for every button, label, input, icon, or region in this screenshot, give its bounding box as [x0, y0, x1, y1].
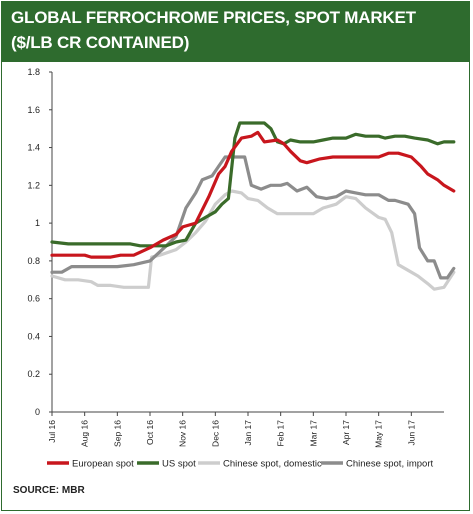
x-tick-label: Dec 16	[210, 420, 220, 447]
y-tick-label: 1.2	[27, 180, 40, 190]
legend-label: Chinese spot, domestic	[223, 459, 322, 470]
series-line-chinese-spot-domestic	[50, 189, 456, 291]
legend-label: Chinese spot, import	[346, 459, 433, 470]
series-line-european-spot	[50, 130, 456, 259]
x-tick-label: Mar 17	[308, 420, 318, 447]
y-tick-label: 1	[35, 218, 40, 228]
x-tick-label: Oct 16	[145, 420, 155, 445]
x-tick-label: Jun 17	[406, 420, 416, 446]
x-tick-label: Apr 17	[341, 420, 351, 445]
x-tick-label: May 17	[374, 420, 384, 448]
y-tick-label: 0	[35, 407, 40, 417]
chart-subtitle: ($/LB CR CONTAINED)	[11, 33, 190, 52]
x-axis: Jul 16 Aug 16 Sep 16 Oct 16 Nov 16 Dec 16 Jan …	[47, 411, 444, 448]
series-line-chinese-spot-import	[50, 155, 456, 280]
y-tick-label: 0.8	[27, 256, 40, 266]
y-tick-label: 1.8	[27, 67, 40, 77]
source-note: SOURCE: MBR	[13, 485, 85, 496]
y-axis: 0 0.2 0.4 0.6 0.8 1 1.2 1.4 1.6 1.8	[27, 67, 53, 417]
price-chart: 0 0.2 0.4 0.6 0.8 1 1.2 1.4 1.6 1.8 Jul 16 Aug 16 S…	[27, 67, 456, 470]
chart-title: GLOBAL FERROCHROME PRICES, SPOT MARKET	[11, 8, 416, 27]
y-tick-label: 0.2	[27, 369, 40, 379]
chart-header: GLOBAL FERROCHROME PRICES, SPOT MARKET (…	[2, 2, 469, 62]
y-tick-label: 1.4	[27, 143, 40, 153]
y-tick-label: 1.6	[27, 105, 40, 115]
x-tick-label: Feb 17	[276, 420, 286, 447]
y-tick-label: 0.4	[27, 331, 40, 341]
x-tick-label: Sep 16	[112, 420, 122, 447]
x-tick-label: Aug 16	[80, 420, 90, 447]
legend-label: European spot	[72, 459, 134, 470]
y-tick-label: 0.6	[27, 294, 40, 304]
x-tick-label: Jan 17	[243, 420, 253, 446]
legend: European spot US spot Chinese spot, domest…	[47, 459, 433, 470]
x-tick-label: Jul 16	[47, 420, 57, 443]
series-lines	[50, 121, 456, 291]
series-line-us-spot	[50, 121, 456, 248]
legend-label: US spot	[162, 459, 196, 470]
x-tick-label: Nov 16	[178, 420, 188, 447]
